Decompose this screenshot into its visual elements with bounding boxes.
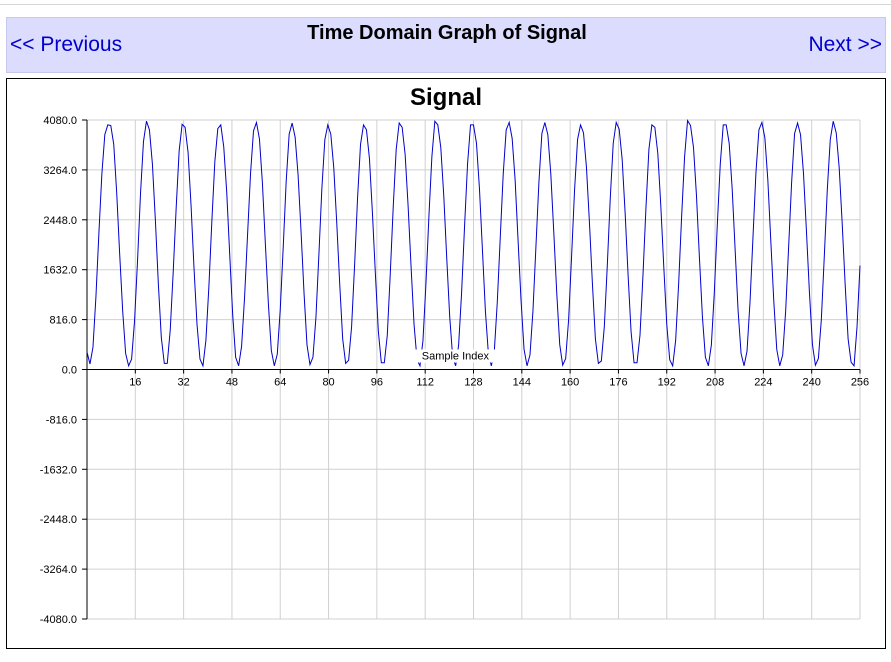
x-tick-label: 208 <box>706 377 724 389</box>
x-tick-label: 176 <box>609 377 627 389</box>
x-tick-label: 224 <box>754 377 772 389</box>
y-tick-label: 0.0 <box>62 365 77 377</box>
y-tick-label: 2448.0 <box>43 215 77 227</box>
x-tick-label: 96 <box>371 377 383 389</box>
navigation-bar: << Previous Time Domain Graph of Signal … <box>6 17 886 73</box>
x-tick-label: 192 <box>658 377 676 389</box>
y-tick-label: 4080.0 <box>43 115 77 127</box>
x-tick-label: 160 <box>561 377 579 389</box>
x-tick-label: 16 <box>129 377 141 389</box>
x-tick-label: 112 <box>416 377 434 389</box>
x-tick-label: 48 <box>226 377 238 389</box>
signal-series-line <box>86 119 861 368</box>
top-divider <box>0 4 891 5</box>
x-tick-label: 256 <box>851 377 869 389</box>
chart-container: 4080.0 3264.0 2448.0 1632.0 816.0 0.0 -816.0 -1… <box>6 78 886 649</box>
y-tick-label: -3264.0 <box>40 564 77 576</box>
x-tick-label: 240 <box>803 377 821 389</box>
y-tick-label: -2448.0 <box>40 514 77 526</box>
y-axis-ticks: 4080.0 3264.0 2448.0 1632.0 816.0 0.0 -816.0 -1… <box>40 115 87 626</box>
page-title: Time Domain Graph of Signal <box>307 22 587 44</box>
signal-chart: 4080.0 3264.0 2448.0 1632.0 816.0 0.0 -816.0 -1… <box>40 84 869 626</box>
previous-link[interactable]: << Previous <box>10 33 123 56</box>
x-tick-label: 32 <box>178 377 190 389</box>
y-tick-label: -4080.0 <box>40 614 77 626</box>
x-tick-label: 128 <box>464 377 482 389</box>
x-tick-label: 80 <box>322 377 334 389</box>
x-tick-label: 64 <box>274 377 286 389</box>
y-tick-label: 3264.0 <box>43 165 77 177</box>
y-tick-label: 816.0 <box>49 315 77 327</box>
next-link[interactable]: Next >> <box>808 33 882 56</box>
x-axis-label-background <box>415 349 496 363</box>
chart-title: Signal <box>410 84 482 111</box>
x-axis-ticks: 16 32 48 64 80 96 112 128 144 160 176 192 208 224 240 2… <box>129 369 869 389</box>
x-axis-label: Sample Index <box>422 351 490 363</box>
y-tick-label: -1632.0 <box>40 464 77 476</box>
x-tick-label: 144 <box>513 377 531 389</box>
y-tick-label: -816.0 <box>46 414 77 426</box>
y-tick-label: 1632.0 <box>43 265 77 277</box>
